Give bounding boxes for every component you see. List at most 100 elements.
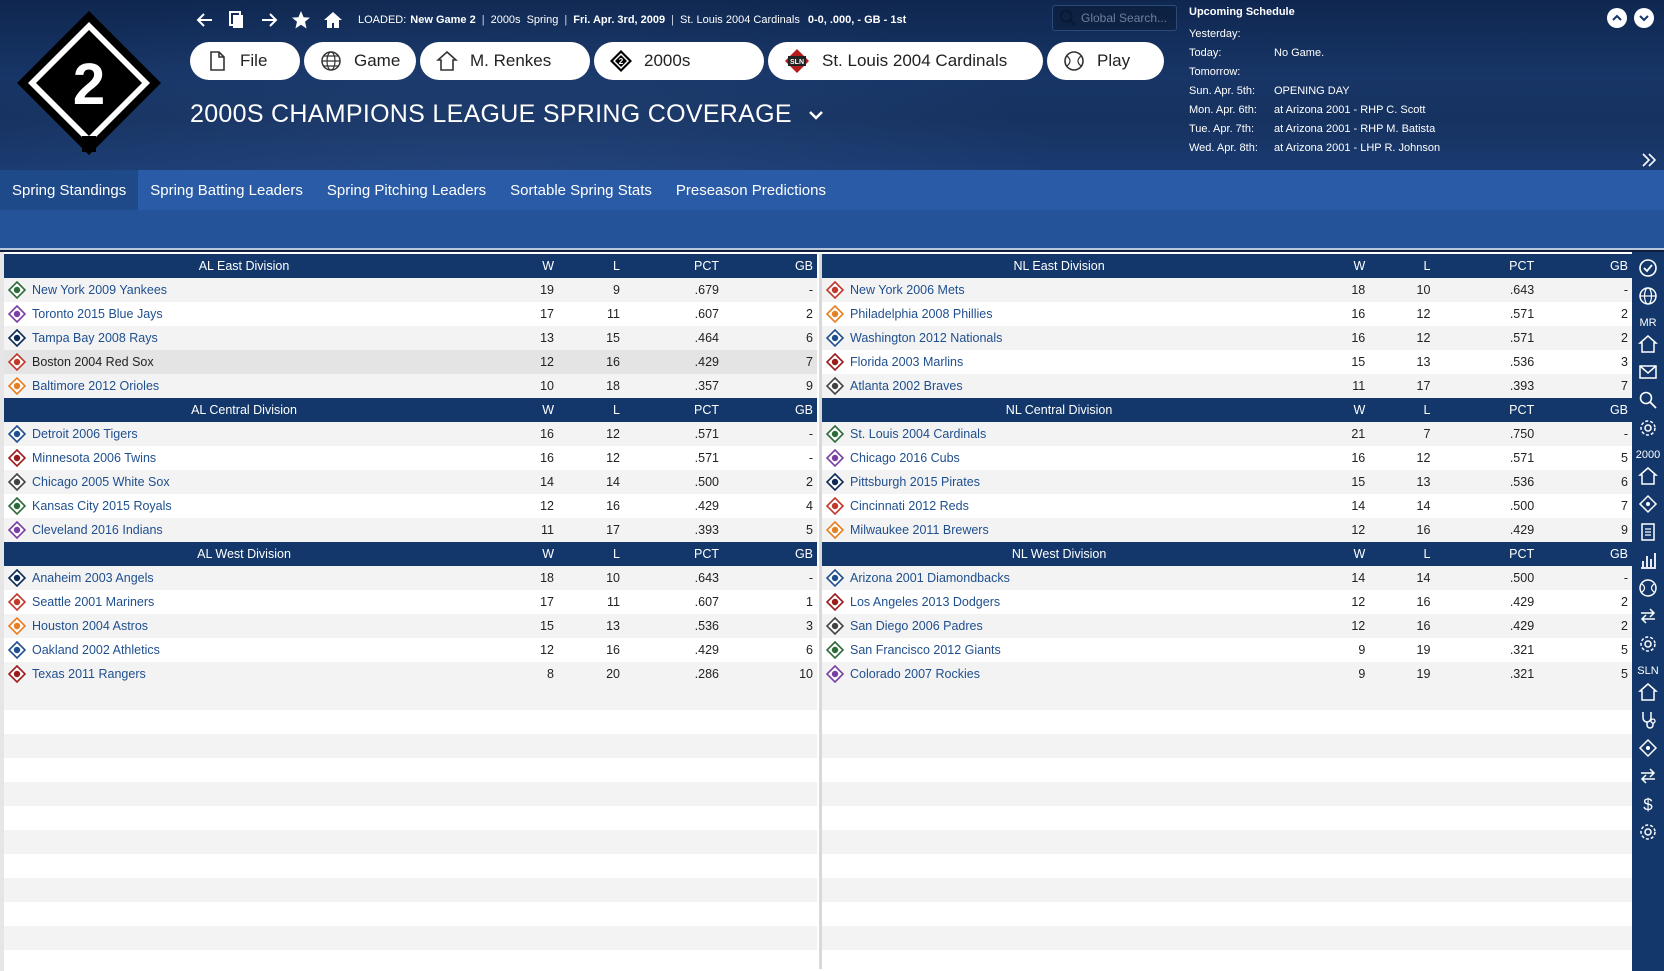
team-name-link[interactable]: Chicago 2005 White Sox bbox=[32, 475, 170, 489]
column-header-gb[interactable]: GB bbox=[794, 403, 813, 417]
diamond-icon[interactable] bbox=[1634, 490, 1662, 518]
table-row[interactable]: Chicago 2016 Cubs 16 12 .571 5 bbox=[822, 446, 1632, 470]
home-icon[interactable] bbox=[1634, 330, 1662, 358]
team-name-link[interactable]: New York 2006 Mets bbox=[850, 283, 965, 297]
forward-icon[interactable] bbox=[254, 8, 284, 32]
table-row[interactable]: Washington 2012 Nationals 16 12 .571 2 bbox=[822, 326, 1632, 350]
check-circle-icon[interactable] bbox=[1634, 254, 1662, 282]
game-button[interactable]: Game bbox=[304, 42, 416, 80]
diamond-icon[interactable] bbox=[1634, 734, 1662, 762]
league-logo[interactable]: 2 bbox=[14, 8, 164, 158]
team-name-link[interactable]: Boston 2004 Red Sox bbox=[32, 355, 154, 369]
table-row[interactable]: Los Angeles 2013 Dodgers 12 16 .429 2 bbox=[822, 590, 1632, 614]
home-icon[interactable] bbox=[1634, 462, 1662, 490]
tab-spring-standings[interactable]: Spring Standings bbox=[0, 170, 139, 210]
column-header-pct[interactable]: PCT bbox=[694, 403, 719, 417]
document-icon[interactable] bbox=[1634, 518, 1662, 546]
column-header-l[interactable]: L bbox=[1423, 259, 1431, 273]
team-name-link[interactable]: Los Angeles 2013 Dodgers bbox=[850, 595, 1001, 609]
team-name-link[interactable]: San Diego 2006 Padres bbox=[850, 619, 983, 633]
table-row[interactable]: Atlanta 2002 Braves 11 17 .393 7 bbox=[822, 374, 1632, 398]
tab-spring-batting-leaders[interactable]: Spring Batting Leaders bbox=[150, 181, 303, 199]
column-header-w[interactable]: W bbox=[1353, 547, 1366, 561]
team-name-link[interactable]: Minnesota 2006 Twins bbox=[32, 451, 157, 465]
tab-preseason-predictions[interactable]: Preseason Predictions bbox=[675, 181, 826, 199]
column-header-gb[interactable]: GB bbox=[1609, 547, 1628, 561]
table-row[interactable]: Houston 2004 Astros 15 13 .536 3 bbox=[4, 614, 817, 638]
team-name-link[interactable]: Anaheim 2003 Angels bbox=[32, 571, 154, 585]
column-header-pct[interactable]: PCT bbox=[694, 259, 719, 273]
team-name-link[interactable]: Kansas City 2015 Royals bbox=[32, 499, 172, 513]
column-header-gb[interactable]: GB bbox=[794, 259, 813, 273]
team-button[interactable]: SLN St. Louis 2004 Cardinals bbox=[768, 42, 1043, 80]
team-name-link[interactable]: Texas 2011 Rangers bbox=[32, 667, 146, 681]
double-chevron-right-icon[interactable] bbox=[1640, 151, 1658, 169]
team-name-link[interactable]: Philadelphia 2008 Phillies bbox=[850, 307, 993, 321]
home-icon[interactable] bbox=[318, 8, 348, 32]
column-header-l[interactable]: L bbox=[613, 547, 620, 561]
table-row[interactable]: Oakland 2002 Athletics 12 16 .429 6 bbox=[4, 638, 817, 662]
file-button[interactable]: File bbox=[190, 42, 300, 80]
search-input[interactable] bbox=[1081, 11, 1171, 25]
column-header-pct[interactable]: PCT bbox=[694, 547, 719, 561]
team-name-link[interactable]: Cincinnati 2012 Reds bbox=[850, 499, 969, 513]
column-header-w[interactable]: W bbox=[1353, 403, 1366, 417]
table-row[interactable]: Cleveland 2016 Indians 11 17 .393 5 bbox=[4, 518, 817, 542]
bar-chart-icon[interactable] bbox=[1634, 546, 1662, 574]
table-row[interactable]: Pittsburgh 2015 Pirates 15 13 .536 6 bbox=[822, 470, 1632, 494]
copy-icon[interactable] bbox=[222, 8, 252, 32]
table-row[interactable]: Florida 2003 Marlins 15 13 .536 3 bbox=[822, 350, 1632, 374]
league-button[interactable]: 2 2000s bbox=[594, 42, 764, 80]
baseball-icon[interactable] bbox=[1634, 574, 1662, 602]
team-name-link[interactable]: Oakland 2002 Athletics bbox=[32, 643, 160, 657]
play-button[interactable]: Play bbox=[1047, 42, 1164, 80]
team-name-link[interactable]: Chicago 2016 Cubs bbox=[850, 451, 960, 465]
column-header-pct[interactable]: PCT bbox=[1509, 259, 1535, 273]
chevron-up-icon[interactable] bbox=[1607, 8, 1627, 28]
column-header-w[interactable]: W bbox=[542, 547, 554, 561]
table-row[interactable]: Anaheim 2003 Angels 18 10 .643 - bbox=[4, 566, 817, 590]
chevron-down-circle-icon[interactable] bbox=[1634, 8, 1654, 28]
column-header-l[interactable]: L bbox=[613, 259, 620, 273]
team-name-link[interactable]: Baltimore 2012 Orioles bbox=[32, 379, 160, 393]
medical-icon[interactable] bbox=[1634, 706, 1662, 734]
table-row[interactable]: Arizona 2001 Diamondbacks 14 14 .500 - bbox=[822, 566, 1632, 590]
table-row[interactable]: Tampa Bay 2008 Rays 13 15 .464 6 bbox=[4, 326, 817, 350]
team-name-link[interactable]: Toronto 2015 Blue Jays bbox=[32, 307, 163, 321]
column-header-gb[interactable]: GB bbox=[794, 547, 813, 561]
table-row[interactable]: Cincinnati 2012 Reds 14 14 .500 7 bbox=[822, 494, 1632, 518]
table-row[interactable]: New York 2009 Yankees 19 9 .679 - bbox=[4, 278, 817, 302]
column-header-gb[interactable]: GB bbox=[1609, 403, 1628, 417]
column-header-w[interactable]: W bbox=[542, 403, 554, 417]
team-name-link[interactable]: Milwaukee 2011 Brewers bbox=[850, 523, 989, 537]
tab-spring-pitching-leaders[interactable]: Spring Pitching Leaders bbox=[326, 181, 487, 199]
mail-icon[interactable] bbox=[1634, 358, 1662, 386]
team-name-link[interactable]: Tampa Bay 2008 Rays bbox=[32, 331, 158, 345]
column-header-pct[interactable]: PCT bbox=[1509, 547, 1535, 561]
team-name-link[interactable]: Florida 2003 Marlins bbox=[850, 355, 964, 369]
table-row[interactable]: Minnesota 2006 Twins 16 12 .571 - bbox=[4, 446, 817, 470]
column-header-gb[interactable]: GB bbox=[1609, 259, 1628, 273]
table-row[interactable]: Texas 2011 Rangers 8 20 .286 10 bbox=[4, 662, 817, 686]
global-search[interactable] bbox=[1052, 5, 1177, 31]
team-name-link[interactable]: Cleveland 2016 Indians bbox=[32, 523, 163, 537]
swap-arrows-icon[interactable] bbox=[1634, 762, 1662, 790]
table-row[interactable]: Detroit 2006 Tigers 16 12 .571 - bbox=[4, 422, 817, 446]
team-name-link[interactable]: Arizona 2001 Diamondbacks bbox=[850, 571, 1010, 585]
column-header-w[interactable]: W bbox=[542, 259, 554, 273]
table-row[interactable]: Chicago 2005 White Sox 14 14 .500 2 bbox=[4, 470, 817, 494]
gear-icon[interactable] bbox=[1634, 818, 1662, 846]
table-row[interactable]: Toronto 2015 Blue Jays 17 11 .607 2 bbox=[4, 302, 817, 326]
column-header-l[interactable]: L bbox=[1423, 547, 1431, 561]
team-name-link[interactable]: Detroit 2006 Tigers bbox=[32, 427, 138, 441]
column-header-w[interactable]: W bbox=[1353, 259, 1366, 273]
dollar-icon[interactable]: $ bbox=[1634, 790, 1662, 818]
team-name-link[interactable]: Pittsburgh 2015 Pirates bbox=[850, 475, 980, 489]
tab-sortable-spring-stats[interactable]: Sortable Spring Stats bbox=[510, 181, 652, 199]
column-header-pct[interactable]: PCT bbox=[1509, 403, 1535, 417]
table-row[interactable]: San Francisco 2012 Giants 9 19 .321 5 bbox=[822, 638, 1632, 662]
table-row[interactable]: Seattle 2001 Mariners 17 11 .607 1 bbox=[4, 590, 817, 614]
table-row[interactable]: Philadelphia 2008 Phillies 16 12 .571 2 bbox=[822, 302, 1632, 326]
column-header-l[interactable]: L bbox=[1423, 403, 1431, 417]
search-icon[interactable] bbox=[1634, 386, 1662, 414]
